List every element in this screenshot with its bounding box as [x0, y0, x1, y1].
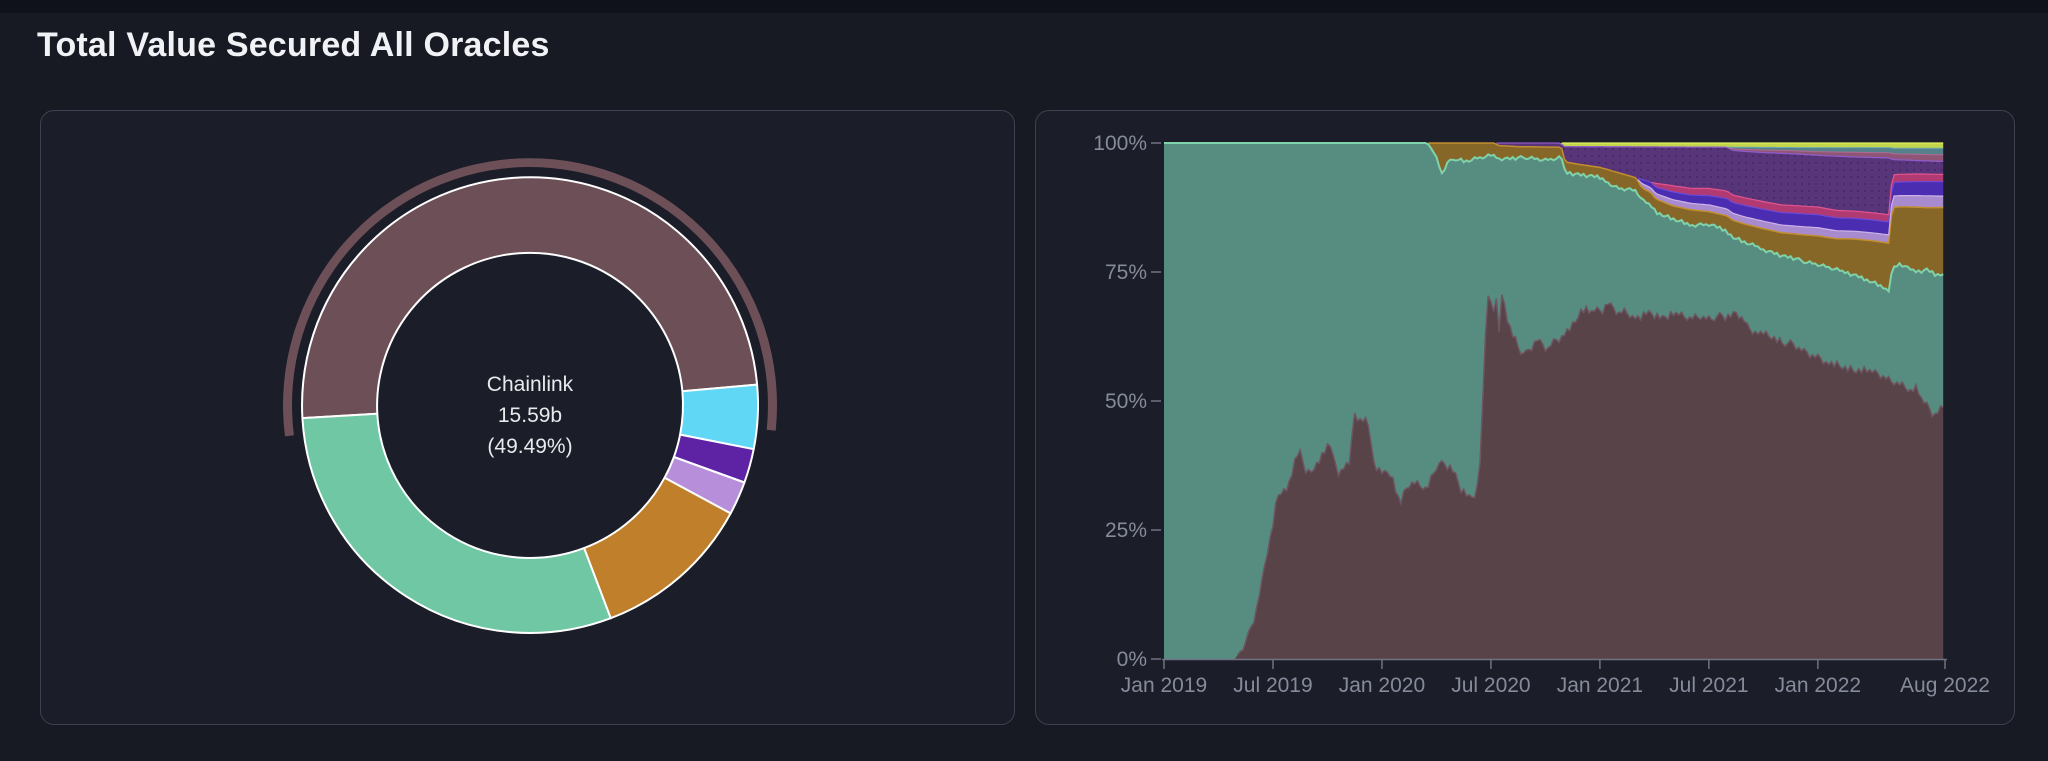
oracle-dominance-area-chart[interactable]: 0% 25% 50% 75% 100% Jan 2019 Jul 2019 Jan 2020 J…	[1036, 111, 2016, 724]
y-axis-label: 100%	[1093, 132, 1147, 155]
area-line-undefined	[1728, 146, 1944, 149]
donut-slice-teal[interactable]	[301, 412, 612, 634]
area-series-teal[interactable]	[1164, 143, 1944, 659]
x-axis-label: Jan 2021	[1557, 674, 1643, 697]
x-axis-label: Jul 2020	[1451, 674, 1530, 697]
donut-slice-chainlink[interactable]	[301, 176, 759, 420]
donut-chart-panel: Chainlink 15.59b (49.49%)	[40, 110, 1015, 725]
top-edge	[0, 0, 2048, 13]
area-series-indigo[interactable]	[1164, 143, 1944, 235]
x-axis-label: Jan 2022	[1775, 674, 1861, 697]
x-axis-label: Jul 2019	[1233, 674, 1312, 697]
area-line-undefined	[1637, 177, 1944, 223]
donut-center-label: Chainlink 15.59b (49.49%)	[487, 373, 574, 458]
stacked-area-chart-panel: 0% 25% 50% 75% 100% Jan 2019 Jul 2019 Jan 2020 J…	[1035, 110, 2015, 725]
area-line-undefined	[1164, 142, 1944, 294]
x-axis-label: Jan 2020	[1339, 674, 1425, 697]
area-line-undefined	[1637, 179, 1944, 236]
area-line-undefined	[1236, 294, 1944, 656]
area-series-sliver-pink[interactable]	[1164, 143, 1944, 162]
area-line-undefined	[1651, 173, 1944, 216]
area-line-undefined	[1727, 147, 1944, 156]
x-axis-label: Jul 2021	[1669, 674, 1748, 697]
x-axis-label: Aug 2022	[1900, 674, 1990, 697]
y-axis-label: 50%	[1105, 390, 1147, 413]
area-series-crimson[interactable]	[1164, 143, 1944, 222]
area-series-chainlink[interactable]	[1164, 294, 1944, 659]
area-series-gold[interactable]	[1164, 143, 1944, 292]
oracle-share-donut-chart[interactable]: Chainlink 15.59b (49.49%)	[41, 111, 1016, 724]
area-line-undefined	[1428, 142, 1944, 244]
area-series-purple-texture	[1164, 143, 1944, 215]
y-axis-label: 75%	[1105, 261, 1147, 284]
x-axis-label: Jan 2019	[1121, 674, 1207, 697]
area-series-sliver-cyan[interactable]	[1164, 143, 1944, 155]
y-axis-label: 25%	[1105, 519, 1147, 542]
y-axis-label: 0%	[1117, 648, 1147, 671]
page-title: Total Value Secured All Oracles	[37, 26, 550, 64]
area-line-undefined	[1496, 142, 1944, 163]
